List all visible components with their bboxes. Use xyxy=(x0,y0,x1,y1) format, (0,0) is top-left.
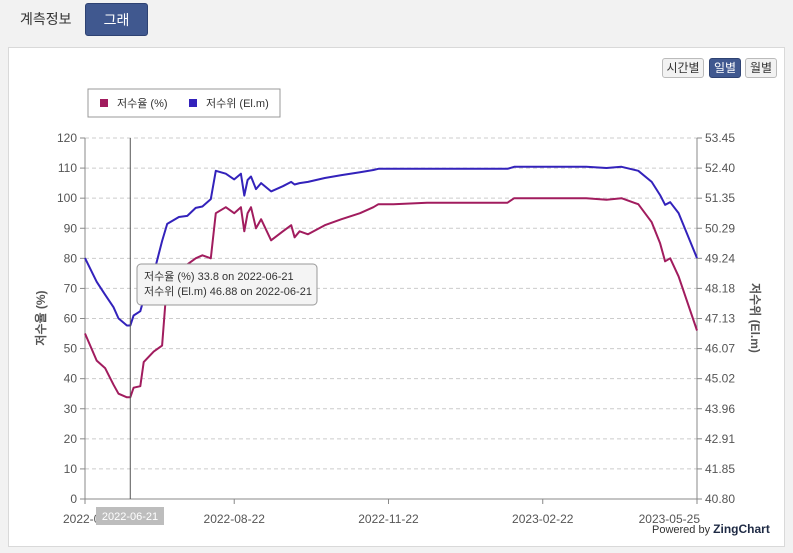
period-daily-button[interactable]: 일별 xyxy=(709,58,741,78)
tooltip-line-2: 저수위 (El.m) 46.88 on 2022-06-21 xyxy=(144,285,312,298)
period-monthly-button[interactable]: 월별 xyxy=(745,58,777,78)
y-tick-label: 50 xyxy=(64,342,78,356)
y2-tick-label: 45.02 xyxy=(705,372,735,386)
legend-label-rate[interactable]: 저수율 (%) xyxy=(117,97,168,110)
x-tick-label: 2023-02-22 xyxy=(512,512,574,526)
y2-tick-label: 42.91 xyxy=(705,432,735,446)
tab-measurement-info[interactable]: 계측정보 xyxy=(20,11,72,27)
y-tick-label: 0 xyxy=(70,492,77,506)
y2-tick-label: 52.40 xyxy=(705,161,735,175)
grid-lines xyxy=(85,137,697,470)
crosshair-label-text: 2022-06-21 xyxy=(102,511,158,523)
y2-tick-label: 41.85 xyxy=(705,462,735,476)
y-tick-label: 100 xyxy=(57,191,77,205)
y-axis-title-left: 저수율 (%) xyxy=(33,290,48,345)
y-axis-title-right: 저수위 (El.m) xyxy=(748,283,763,353)
y-tick-label: 70 xyxy=(64,281,78,295)
y-tick-label: 90 xyxy=(64,221,78,235)
y-tick-label: 20 xyxy=(64,432,78,446)
credit-brand: ZingChart xyxy=(713,522,770,536)
series-line-rate xyxy=(84,197,698,399)
y-axis-left: 0 10 20 30 40 50 60 70 80 90 100 110 120 xyxy=(57,131,86,506)
x-tick-label: 2022-08-22 xyxy=(204,512,266,526)
x-tick-label: 2023-05-25 xyxy=(639,512,701,526)
y-tick-label: 80 xyxy=(64,251,78,265)
y-tick-label: 120 xyxy=(57,131,77,145)
y-axis-right: 40.80 41.85 42.91 43.96 45.02 46.07 47.13 48.18… xyxy=(696,131,735,506)
y2-tick-label: 50.29 xyxy=(705,221,735,235)
legend-label-level[interactable]: 저수위 (El.m) xyxy=(206,97,269,110)
y-tick-label: 60 xyxy=(64,312,78,326)
tab-graph[interactable]: 그래프 xyxy=(85,3,148,61)
y2-tick-label: 40.80 xyxy=(705,492,735,506)
credit-prefix: Powered by xyxy=(652,524,711,536)
powered-by-credit[interactable]: Powered by ZingChart xyxy=(652,522,770,536)
y2-tick-label: 47.13 xyxy=(705,312,735,326)
legend-swatch-level xyxy=(189,99,197,107)
y2-tick-label: 48.18 xyxy=(705,281,735,295)
legend-swatch-rate xyxy=(100,99,108,107)
tooltip-line-1: 저수율 (%) 33.8 on 2022-06-21 xyxy=(144,270,294,283)
y-tick-label: 110 xyxy=(58,161,77,175)
crosshair-label: 2022-06-21 xyxy=(96,507,164,525)
period-hourly-button[interactable]: 시간별 xyxy=(662,58,704,78)
y-tick-label: 40 xyxy=(64,372,78,386)
x-tick-label: 2022-11-22 xyxy=(358,512,419,526)
y-tick-label: 30 xyxy=(64,402,78,416)
tooltip: 저수율 (%) 33.8 on 2022-06-21 저수위 (El.m) 46… xyxy=(136,263,318,306)
y2-tick-label: 49.24 xyxy=(705,251,735,265)
x-axis: 2022-05 2022-08-22 2022-11-22 2023-02-22 202… xyxy=(63,498,701,526)
tab-bar: 계측정보 그래프 xyxy=(0,0,793,61)
y2-tick-label: 46.07 xyxy=(705,342,735,356)
y2-tick-label: 51.35 xyxy=(705,191,735,205)
legend: 저수율 (%) 저수위 (El.m) xyxy=(87,88,281,118)
y2-tick-label: 43.96 xyxy=(705,402,735,416)
y2-tick-label: 53.45 xyxy=(705,131,735,145)
y-tick-label: 10 xyxy=(64,462,78,476)
